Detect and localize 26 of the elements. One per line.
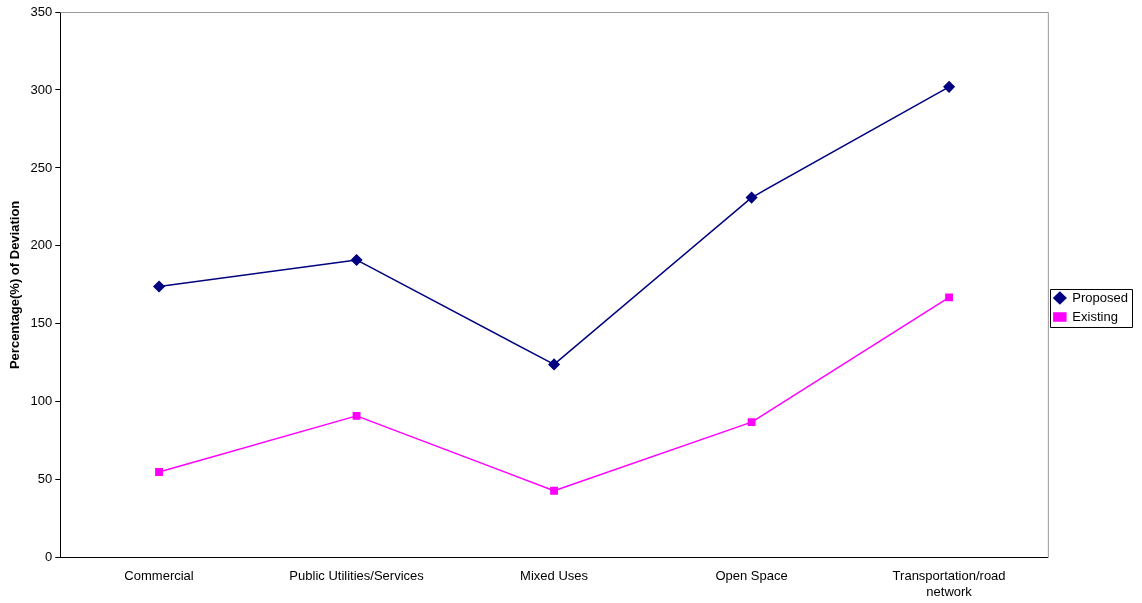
x-tick-label: Mixed Uses (520, 568, 589, 584)
y-tick-label: 150 (30, 315, 53, 331)
x-tick-label: Public Utilities/Services (289, 568, 425, 584)
x-tick-label: Transportation/road network (892, 568, 1006, 599)
point (548, 358, 560, 371)
legend-label: Proposed (1072, 289, 1129, 305)
y-axis-title: Percentage(%) of Deviation (7, 200, 23, 370)
point (155, 468, 163, 476)
x-tick-label: Commercial (124, 568, 194, 584)
point (943, 81, 955, 93)
point (550, 486, 558, 495)
y-tick-label: 0 (45, 549, 53, 565)
point (745, 191, 758, 204)
y-tick-label: 350 (30, 3, 53, 19)
legend-label: Existing (1072, 308, 1118, 324)
point (153, 280, 165, 293)
point (747, 418, 756, 427)
point (350, 254, 363, 266)
point (352, 411, 361, 420)
y-tick-label: 300 (30, 81, 53, 97)
y-tick-label: 200 (30, 237, 53, 253)
x-tick-label: Open Space (715, 568, 788, 584)
y-tick-label: 50 (37, 471, 53, 487)
y-tick-label: 100 (30, 393, 53, 409)
point (945, 293, 954, 302)
y-tick-label: 250 (30, 159, 53, 175)
